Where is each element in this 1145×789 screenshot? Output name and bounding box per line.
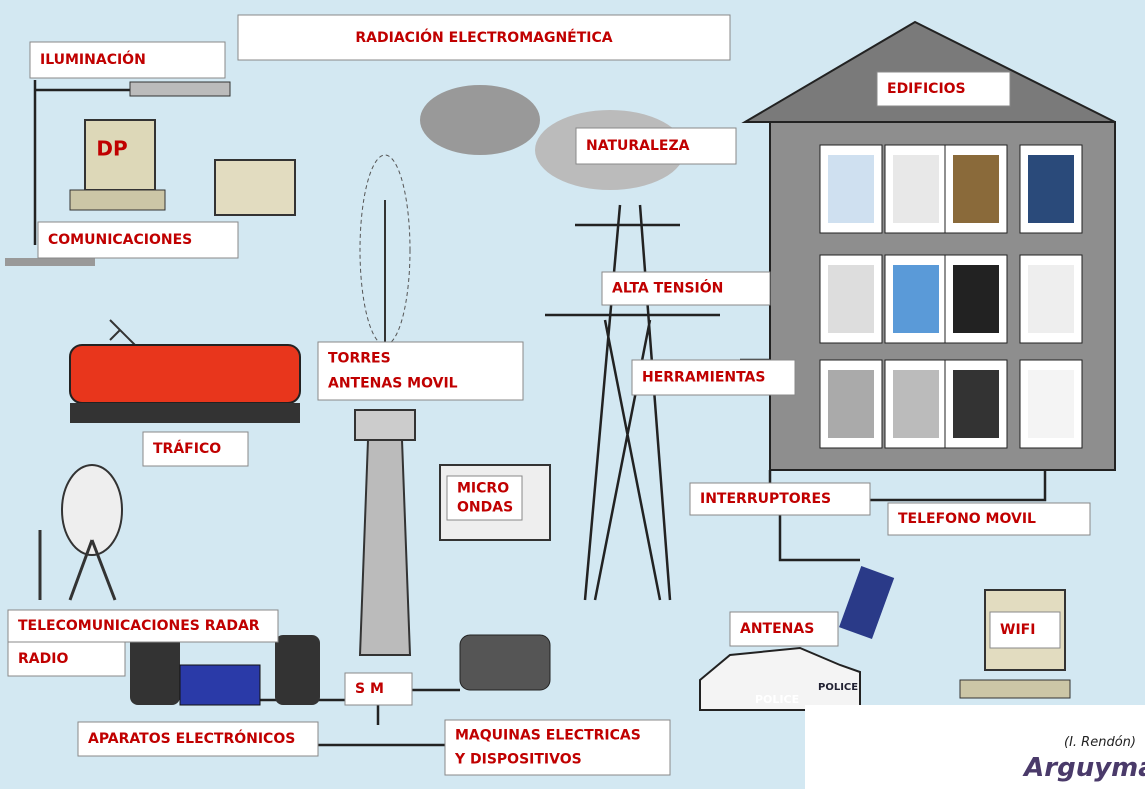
label: TELECOMUNICACIONES RADAR — [18, 618, 260, 634]
keyboard — [960, 680, 1070, 698]
label: RADIO — [18, 651, 68, 667]
label: HERRAMIENTAS — [642, 370, 765, 386]
label: TORRES — [328, 350, 391, 366]
label: ANTENAS — [740, 621, 814, 637]
police-text: POLICE — [755, 693, 799, 706]
label: ALTA TENSIÓN — [612, 279, 723, 297]
appliance — [1028, 265, 1074, 333]
label: MICRO — [457, 480, 509, 496]
label: EDIFICIOS — [887, 81, 966, 97]
train — [70, 345, 300, 403]
appliance — [828, 370, 874, 438]
police-text: POLICE — [818, 682, 858, 693]
tower — [360, 440, 410, 655]
cloud — [420, 85, 540, 155]
label: Y DISPOSITIVOS — [454, 751, 582, 767]
brand: Arguyma — [1022, 753, 1145, 783]
appliance — [828, 265, 874, 333]
label: TELEFONO MOVIL — [898, 511, 1036, 527]
label: APARATOS ELECTRÓNICOS — [88, 729, 295, 747]
appliance — [893, 155, 939, 223]
computer-label: DP — [96, 137, 127, 161]
rail — [5, 258, 95, 266]
label: INTERRUPTORES — [700, 491, 831, 507]
appliance — [1028, 155, 1074, 223]
label: TRÁFICO — [153, 440, 221, 457]
appliance — [953, 155, 999, 223]
tower-top — [355, 410, 415, 440]
appliance — [953, 370, 999, 438]
credit: (I. Rendón) — [1064, 735, 1136, 750]
appliance — [953, 265, 999, 333]
label: ONDAS — [457, 500, 513, 516]
label: WIFI — [1000, 622, 1035, 638]
speaker — [275, 635, 320, 705]
train-wheels — [70, 403, 300, 423]
label: NATURALEZA — [586, 138, 690, 154]
label: MAQUINAS ELECTRICAS — [455, 728, 641, 744]
motor — [460, 635, 550, 690]
printer — [215, 160, 295, 215]
label: ILUMINACIÓN — [40, 50, 146, 68]
label: COMUNICACIONES — [48, 232, 192, 248]
label: ANTENAS MOVIL — [328, 376, 458, 392]
appliance — [1028, 370, 1074, 438]
lamp — [130, 82, 230, 96]
title: RADIACIÓN ELECTROMAGNÉTICA — [355, 28, 612, 46]
appliance — [893, 370, 939, 438]
label: S M — [355, 681, 384, 697]
speaker — [130, 635, 180, 705]
computer-base — [70, 190, 165, 210]
radio — [180, 665, 260, 705]
diagram: DP POLICE POLICE (I. Rendón) Arguyma RAD… — [0, 0, 1145, 789]
appliance — [893, 265, 939, 333]
appliances — [820, 145, 1082, 448]
appliance — [828, 155, 874, 223]
